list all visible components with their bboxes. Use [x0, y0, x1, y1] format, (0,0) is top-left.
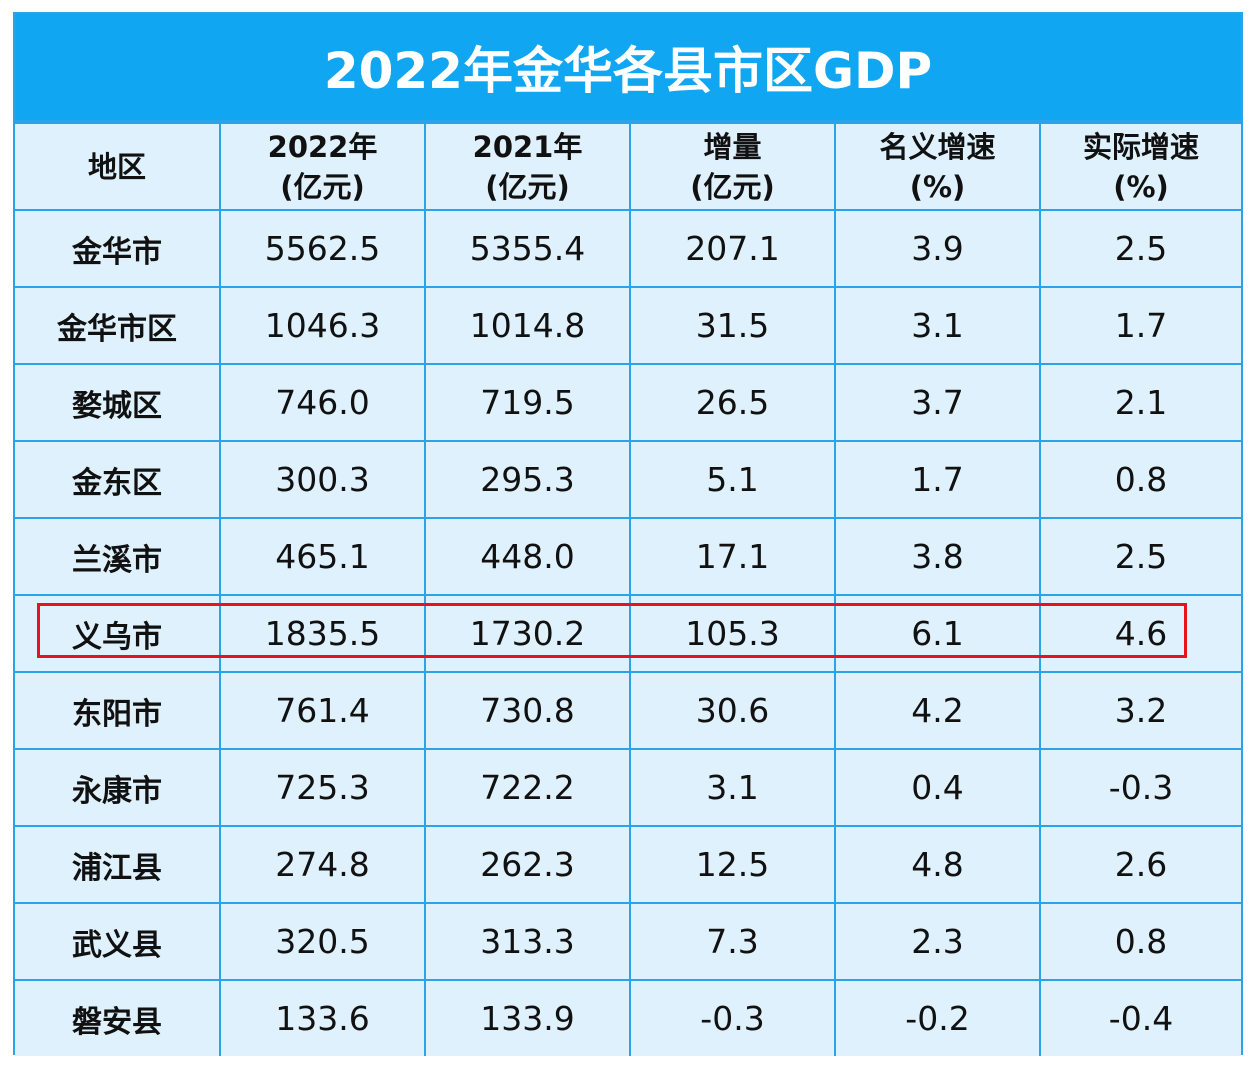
cell-increase: 5.1: [629, 440, 836, 519]
cell-increase: 31.5: [629, 286, 836, 365]
header-row: 地区 2022年 (亿元) 2021年 (亿元) 增量 (亿元) 名义增速 (%) 实际…: [15, 122, 1241, 211]
cell-nominal-growth: 4.2: [834, 671, 1041, 750]
cell-gdp-2021: 262.3: [424, 825, 631, 904]
cell-real-growth: 2.1: [1039, 363, 1241, 442]
cell-real-growth: 1.7: [1039, 286, 1241, 365]
table-row: 金华市区 1046.3 1014.8 31.5 3.1 1.7: [15, 286, 1241, 365]
cell-gdp-2021: 313.3: [424, 902, 631, 981]
cell-gdp-2022: 725.3: [219, 748, 426, 827]
cell-gdp-2022: 300.3: [219, 440, 426, 519]
cell-increase: 30.6: [629, 671, 836, 750]
cell-region: 磐安县: [15, 979, 221, 1056]
cell-nominal-growth: 0.4: [834, 748, 1041, 827]
cell-gdp-2021: 133.9: [424, 979, 631, 1056]
header-nominal-growth: 名义增速 (%): [834, 122, 1041, 211]
cell-increase: 26.5: [629, 363, 836, 442]
cell-increase: 17.1: [629, 517, 836, 596]
cell-nominal-growth: 3.8: [834, 517, 1041, 596]
cell-nominal-growth: 3.9: [834, 209, 1041, 288]
cell-gdp-2021: 1014.8: [424, 286, 631, 365]
table-row: 婺城区 746.0 719.5 26.5 3.7 2.1: [15, 363, 1241, 442]
header-gdp-2022: 2022年 (亿元): [219, 122, 426, 211]
header-gdp-2021: 2021年 (亿元): [424, 122, 631, 211]
table-row: 兰溪市 465.1 448.0 17.1 3.8 2.5: [15, 517, 1241, 596]
cell-region: 武义县: [15, 902, 221, 981]
cell-nominal-growth: 1.7: [834, 440, 1041, 519]
cell-region: 兰溪市: [15, 517, 221, 596]
header-region: 地区: [15, 122, 221, 211]
cell-region: 金华市区: [15, 286, 221, 365]
cell-gdp-2021: 295.3: [424, 440, 631, 519]
cell-real-growth: 2.6: [1039, 825, 1241, 904]
header-increase: 增量 (亿元): [629, 122, 836, 211]
cell-region: 金东区: [15, 440, 221, 519]
cell-gdp-2022: 133.6: [219, 979, 426, 1056]
table-title: 2022年金华各县市区GDP: [15, 14, 1241, 122]
cell-gdp-2022: 1046.3: [219, 286, 426, 365]
cell-gdp-2022: 465.1: [219, 517, 426, 596]
cell-gdp-2021: 719.5: [424, 363, 631, 442]
cell-region: 金华市: [15, 209, 221, 288]
table-row: 武义县 320.5 313.3 7.3 2.3 0.8: [15, 902, 1241, 981]
cell-nominal-growth: 4.8: [834, 825, 1041, 904]
cell-increase: 7.3: [629, 902, 836, 981]
cell-increase: -0.3: [629, 979, 836, 1056]
gdp-table: 地区 2022年 (亿元) 2021年 (亿元) 增量 (亿元) 名义增速 (%) 实际…: [15, 122, 1241, 1056]
cell-real-growth: 3.2: [1039, 671, 1241, 750]
cell-real-growth: 2.5: [1039, 209, 1241, 288]
cell-increase: 3.1: [629, 748, 836, 827]
cell-gdp-2021: 730.8: [424, 671, 631, 750]
cell-nominal-growth: 3.7: [834, 363, 1041, 442]
cell-region: 东阳市: [15, 671, 221, 750]
table-row: 金华市 5562.5 5355.4 207.1 3.9 2.5: [15, 209, 1241, 288]
table-row: 永康市 725.3 722.2 3.1 0.4 -0.3: [15, 748, 1241, 827]
cell-gdp-2022: 5562.5: [219, 209, 426, 288]
table-row: 东阳市 761.4 730.8 30.6 4.2 3.2: [15, 671, 1241, 750]
cell-increase: 207.1: [629, 209, 836, 288]
cell-nominal-growth: -0.2: [834, 979, 1041, 1056]
cell-region: 浦江县: [15, 825, 221, 904]
cell-increase: 12.5: [629, 825, 836, 904]
cell-real-growth: 2.5: [1039, 517, 1241, 596]
cell-gdp-2021: 1730.2: [424, 594, 631, 673]
header-real-growth: 实际增速 (%): [1039, 122, 1241, 211]
table-row: 浦江县 274.8 262.3 12.5 4.8 2.6: [15, 825, 1241, 904]
cell-real-growth: -0.4: [1039, 979, 1241, 1056]
cell-real-growth: 0.8: [1039, 902, 1241, 981]
table-row: 磐安县 133.6 133.9 -0.3 -0.2 -0.4: [15, 979, 1241, 1056]
cell-gdp-2022: 761.4: [219, 671, 426, 750]
cell-gdp-2021: 722.2: [424, 748, 631, 827]
cell-nominal-growth: 6.1: [834, 594, 1041, 673]
cell-region: 义乌市: [15, 594, 221, 673]
cell-gdp-2022: 1835.5: [219, 594, 426, 673]
cell-region: 婺城区: [15, 363, 221, 442]
table-row: 金东区 300.3 295.3 5.1 1.7 0.8: [15, 440, 1241, 519]
cell-gdp-2022: 320.5: [219, 902, 426, 981]
cell-region: 永康市: [15, 748, 221, 827]
cell-gdp-2021: 448.0: [424, 517, 631, 596]
cell-real-growth: 0.8: [1039, 440, 1241, 519]
gdp-table-frame: 2022年金华各县市区GDP 地区 2022年 (亿元) 2021年 (亿元) 增量…: [13, 12, 1243, 1056]
cell-real-growth: 4.6: [1039, 594, 1241, 673]
cell-gdp-2022: 274.8: [219, 825, 426, 904]
cell-real-growth: -0.3: [1039, 748, 1241, 827]
cell-nominal-growth: 3.1: [834, 286, 1041, 365]
cell-nominal-growth: 2.3: [834, 902, 1041, 981]
cell-gdp-2021: 5355.4: [424, 209, 631, 288]
table-row-highlighted: 义乌市 1835.5 1730.2 105.3 6.1 4.6: [15, 594, 1241, 673]
cell-gdp-2022: 746.0: [219, 363, 426, 442]
cell-increase: 105.3: [629, 594, 836, 673]
